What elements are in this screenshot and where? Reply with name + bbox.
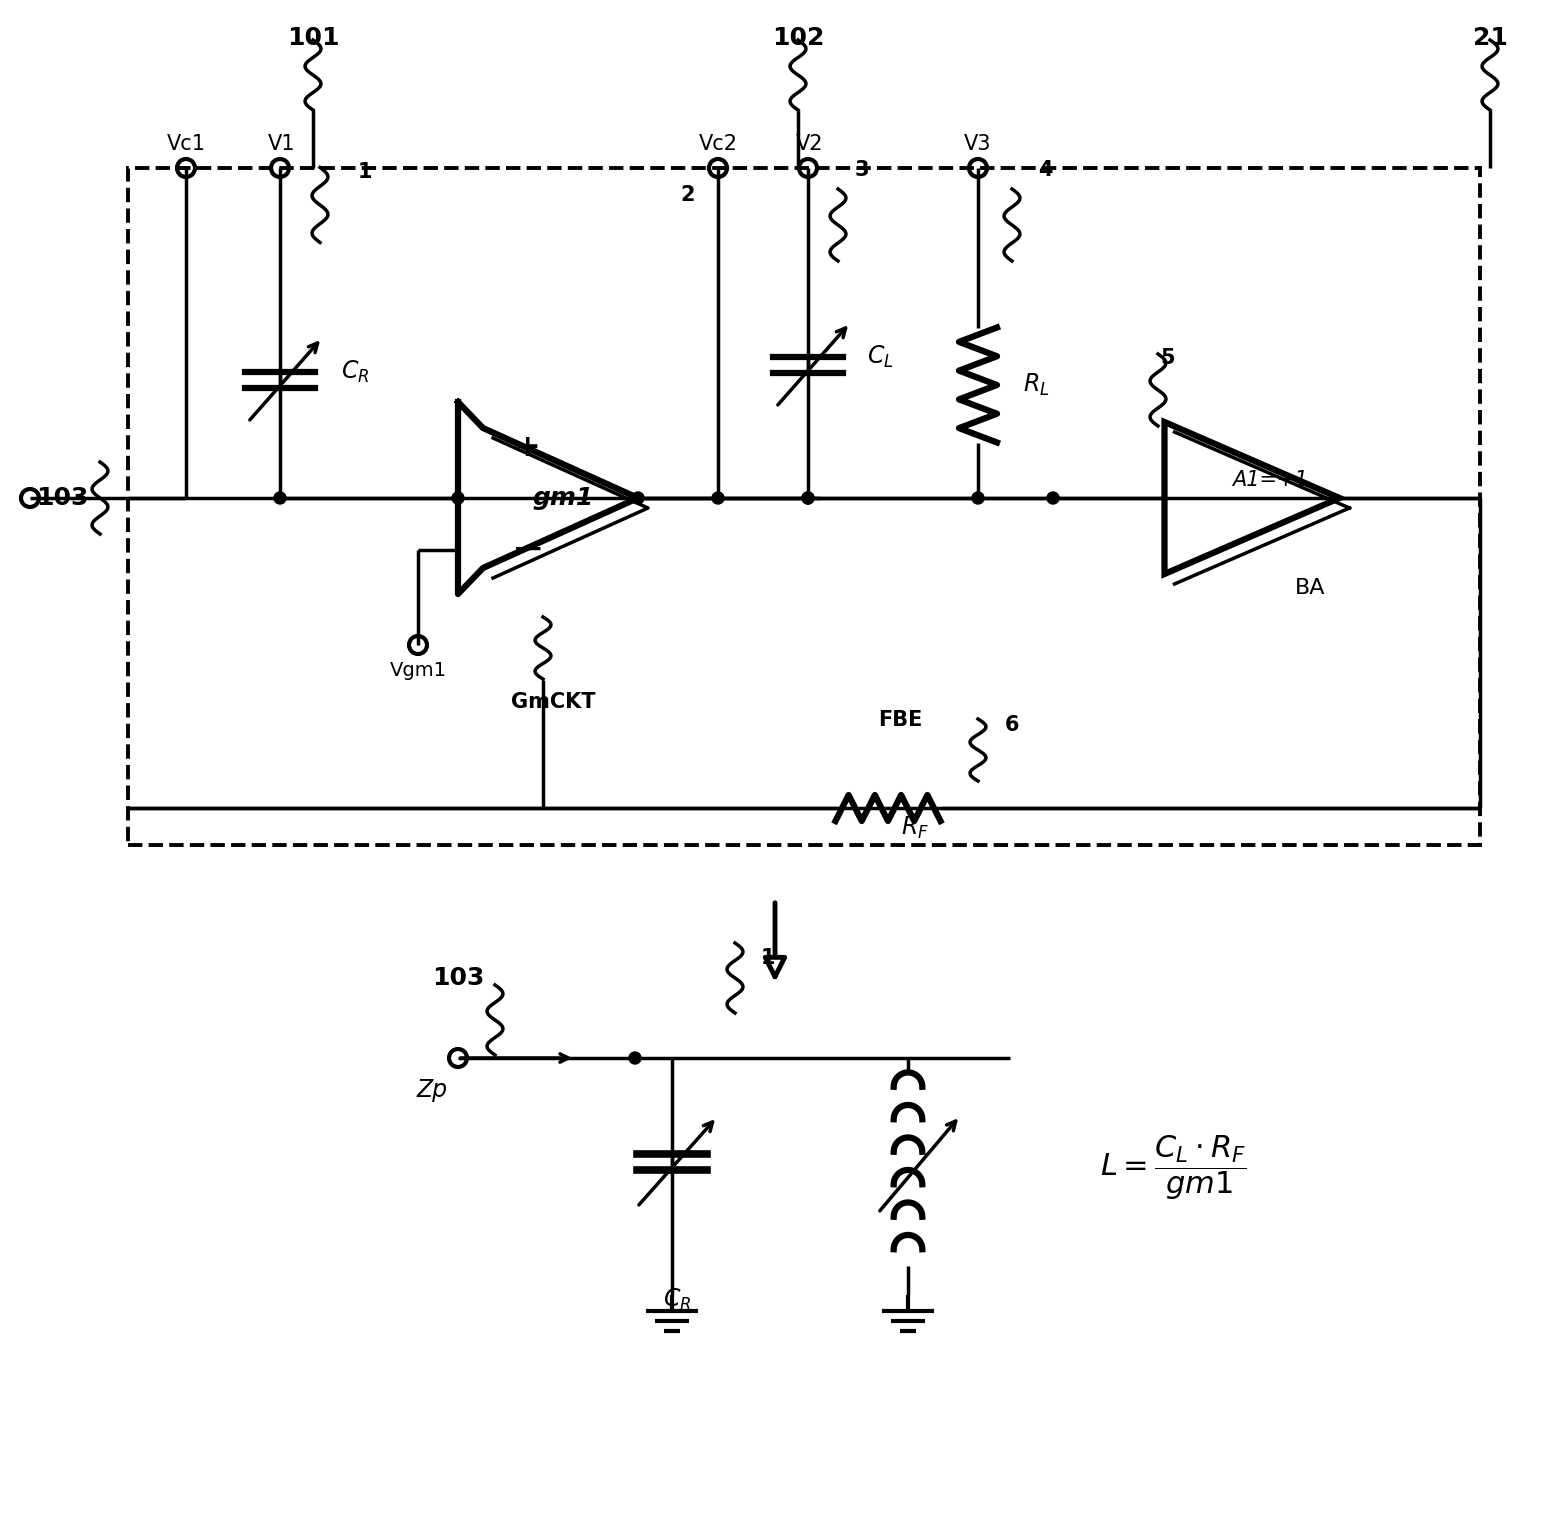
Text: Vgm1: Vgm1 xyxy=(390,660,446,680)
Text: $C_R$: $C_R$ xyxy=(663,1287,692,1313)
Text: Vc1: Vc1 xyxy=(167,134,206,154)
Text: gm1: gm1 xyxy=(533,486,593,509)
Text: 3: 3 xyxy=(854,160,870,180)
Text: BA: BA xyxy=(1294,579,1325,599)
Circle shape xyxy=(632,492,644,503)
Circle shape xyxy=(802,492,814,503)
Text: GmCKT: GmCKT xyxy=(511,693,596,713)
Circle shape xyxy=(274,492,286,503)
Text: Vc2: Vc2 xyxy=(698,134,737,154)
Circle shape xyxy=(1046,492,1059,503)
Text: FBE: FBE xyxy=(878,709,923,729)
Circle shape xyxy=(712,492,724,503)
Text: Zp: Zp xyxy=(416,1077,447,1102)
Text: V1: V1 xyxy=(268,134,296,154)
Circle shape xyxy=(972,492,985,503)
Circle shape xyxy=(802,492,814,503)
Text: 103: 103 xyxy=(36,486,88,509)
Text: A1=+1: A1=+1 xyxy=(1232,469,1308,489)
Text: $C_R$: $C_R$ xyxy=(341,359,370,385)
Text: 1: 1 xyxy=(358,162,372,182)
Text: 103: 103 xyxy=(432,966,485,990)
Text: V2: V2 xyxy=(796,134,824,154)
Text: V3: V3 xyxy=(964,134,992,154)
Text: 101: 101 xyxy=(286,26,339,49)
Text: 1: 1 xyxy=(760,948,776,968)
Text: 102: 102 xyxy=(772,26,824,49)
Text: +: + xyxy=(515,434,540,463)
Text: $R_F$: $R_F$ xyxy=(901,814,929,842)
Text: −: − xyxy=(512,531,545,569)
Text: 21: 21 xyxy=(1472,26,1508,49)
Text: $C_L$: $C_L$ xyxy=(867,343,893,369)
Bar xyxy=(128,168,1480,845)
Circle shape xyxy=(452,492,464,503)
Circle shape xyxy=(628,1053,641,1063)
Text: 5: 5 xyxy=(1161,348,1175,368)
Text: $R_L$: $R_L$ xyxy=(1023,372,1050,399)
Text: 4: 4 xyxy=(1037,160,1053,180)
Text: $L=\dfrac{C_L \cdot R_F}{gm1}$: $L=\dfrac{C_L \cdot R_F}{gm1}$ xyxy=(1101,1134,1246,1202)
Text: 6: 6 xyxy=(1005,716,1019,736)
Text: 2: 2 xyxy=(681,185,695,205)
